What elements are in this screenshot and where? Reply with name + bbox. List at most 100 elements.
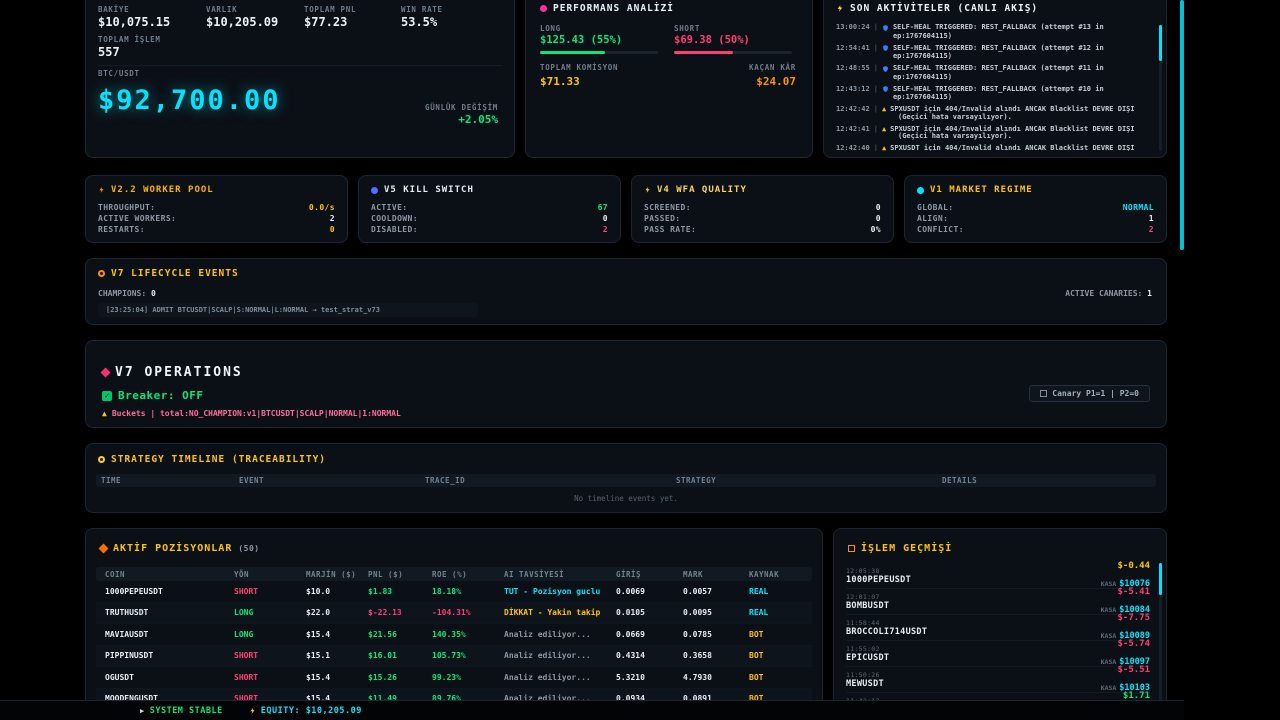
col-trace-id: TRACE_ID [425, 476, 466, 485]
position-mark: 0.0891 [683, 694, 712, 704]
history-entry[interactable]: 11:55:02 EPICUSDT $-5.74 KASA $10097 [846, 639, 1150, 668]
bolt-icon [645, 187, 650, 194]
page-scrollbar[interactable] [1180, 0, 1184, 720]
trade-time: 11:50:26 [846, 670, 880, 679]
history-entry[interactable]: 12:05:38 1000PEPEUSDT $-0.44 KASA $10076 [846, 561, 1150, 589]
page-scrollbar-thumb[interactable] [1180, 0, 1184, 250]
position-source: REAL [749, 608, 769, 618]
position-coin: 1000PEPEUSDT [105, 586, 163, 596]
position-side: SHORT [234, 694, 259, 704]
kasa-value: $10089 [1119, 631, 1150, 641]
performance-panel: PERFORMANS ANALİZİ LONG $125.43 (55%) SH… [525, 0, 813, 158]
activity-scrollbar-thumb[interactable] [1159, 25, 1162, 61]
history-entry[interactable]: 12:01:07 BOMBUSDT $-5.41 KASA $10084 [846, 587, 1150, 616]
position-mark: 0.3658 [683, 651, 712, 661]
position-source: BOT [749, 629, 764, 639]
position-row[interactable]: TRUTHUSDT LONG $22.0 $-22.13 -104.31% Dİ… [96, 602, 812, 624]
daily-change-label: GÜNLÜK DEĞİŞİM [424, 103, 498, 112]
missed-profit-value: $24.07 [756, 75, 796, 88]
stat-row: GLOBAL: NORMAL [917, 203, 1154, 212]
history-title: İŞLEM GEÇMİŞİ [861, 543, 953, 554]
kasa-value: $10097 [1119, 657, 1150, 667]
long-progress-bar [540, 51, 658, 54]
bolt-icon [99, 187, 104, 194]
lifecycle-title: V7 LIFECYCLE EVENTS [111, 268, 239, 279]
log-separator: | [873, 144, 878, 151]
market-regime-icon [917, 186, 924, 194]
history-entry-right: $-5.41 KASA $10084 [1101, 587, 1150, 616]
kasa-value: $10103 [1119, 683, 1150, 693]
cooldown-label: COOLDOWN: [371, 214, 418, 223]
commission-label: TOPLAM KOMİSYON [540, 63, 619, 72]
history-entry-right: $-5.74 KASA $10097 [1101, 639, 1150, 668]
commission-value: $71.33 [540, 75, 580, 88]
position-row[interactable]: 1000PEPEUSDT SHORT $10.0 $1.83 18.18% TU… [96, 581, 812, 603]
canaries-label: ACTIVE CANARIES: [1065, 289, 1143, 298]
position-coin: PIPPINUSDT [105, 651, 154, 661]
stat-row: PASS RATE: 0% [644, 225, 881, 234]
ticker-pair-label: BTC/USDT [98, 69, 140, 78]
kasa-value: $10076 [1119, 579, 1150, 589]
shield-icon [883, 45, 888, 51]
log-separator: | [873, 64, 878, 72]
canary-icon [1040, 390, 1048, 397]
log-text: SPXUSDT için 404/Invalid alındı ANCAK Bl… [890, 144, 1135, 151]
short-value: $69.38 (50%) [674, 34, 750, 46]
win-rate-value: 53.5% [401, 15, 438, 29]
canary-badge: Canary P1=1 | P2=0 [1029, 385, 1150, 402]
status-bar: ▶ SYSTEM STABLE EQUITY: $10,205.09 [0, 700, 1184, 720]
kill-switch-icon [371, 186, 378, 194]
activity-log-entry: 12:48:55 | SELF-HEAL TRIGGERED: REST_FALL… [836, 64, 1152, 81]
lifecycle-icon [98, 270, 105, 277]
short-progress-bar [674, 51, 792, 54]
position-row[interactable]: PIPPINUSDT SHORT $15.1 $16.01 105.73% An… [96, 645, 812, 667]
col-event: EVENT [239, 476, 265, 485]
position-row[interactable]: OGUSDT SHORT $15.4 $15.26 99.23% Analiz … [96, 667, 812, 689]
history-scrollbar-thumb[interactable] [1159, 563, 1162, 595]
trade-coin: BROCCOLI714USDT [846, 626, 928, 637]
stat-row: THROUGHPUT: 0.0/s [98, 203, 335, 212]
history-entry-right: $-7.75 KASA $10089 [1101, 613, 1150, 642]
col-source: KAYNAK [749, 569, 780, 579]
history-scrollbar[interactable] [1159, 563, 1162, 713]
activity-title: SON AKTİVİTELER (CANLI AKIŞ) [850, 3, 1039, 14]
stat-row: ACTIVE: 67 [371, 203, 608, 212]
activity-scrollbar[interactable] [1159, 25, 1162, 151]
position-ai: Analiz ediliyor... [504, 672, 591, 682]
positions-count: (50) [238, 544, 260, 553]
activity-feed-panel: SON AKTİVİTELER (CANLI AKIŞ) 13:00:24 | S… [823, 0, 1167, 158]
col-side: YÖN [234, 569, 250, 579]
throughput-label: THROUGHPUT: [98, 203, 156, 212]
position-entry: 0.0069 [616, 586, 645, 596]
positions-title: AKTİF POZİSYONLAR [113, 543, 233, 554]
history-entry[interactable]: 11:50:26 MEWUSDT $-5.51 KASA $10103 [846, 665, 1150, 693]
bolt-icon [250, 707, 255, 714]
position-ai: TUT - Pozisyon guclu [504, 586, 601, 596]
position-row[interactable]: MAVIAUSDT LONG $15.4 $21.56 140.35% Anal… [96, 624, 812, 646]
timeline-title: STRATEGY TIMELINE (TRACEABILITY) [111, 454, 327, 465]
trade-history-panel: İŞLEM GEÇMİŞİ 12:05:38 1000PEPEUSDT $-0.… [833, 528, 1167, 720]
breaker-status[interactable]: ✓ Breaker: OFF [102, 389, 203, 402]
log-time: 12:54:41 [836, 43, 870, 52]
history-entry-left: 12:01:07 BOMBUSDT [846, 593, 889, 611]
kill-switch-title: V5 KILL SWITCH [384, 185, 474, 195]
position-ai: DİKKAT - Yakin takip [504, 608, 601, 618]
champions-stat: CHAMPIONS: 0 [98, 289, 156, 298]
stat-row: PASSED: 0 [644, 214, 881, 223]
log-separator: | [873, 23, 878, 31]
log-text: SELF-HEAL TRIGGERED: REST_FALLBACK (atte… [892, 23, 1104, 40]
col-mark: MARK [683, 569, 704, 579]
long-label: LONG [540, 24, 561, 33]
col-strategy: STRATEGY [676, 476, 717, 485]
activity-log-entry: 12:43:12 | SELF-HEAL TRIGGERED: REST_FALL… [836, 85, 1152, 102]
activity-icon [837, 5, 843, 13]
active-value: 67 [597, 203, 608, 212]
kasa-label: KASA [1100, 580, 1117, 588]
positions-table-header: COIN YÖN MARJİN ($) PNL ($) ROE (%) AI T… [96, 567, 812, 581]
history-entry[interactable]: 11:58:44 BROCCOLI714USDT $-7.75 KASA $100… [846, 613, 1150, 642]
kasa-label: KASA [1100, 684, 1117, 692]
align-value: 1 [1148, 214, 1154, 223]
operations-panel: V7 OPERATIONS ✓ Breaker: OFF ▲ Buckets |… [85, 340, 1167, 428]
warning-icon: ▲ [881, 105, 887, 113]
